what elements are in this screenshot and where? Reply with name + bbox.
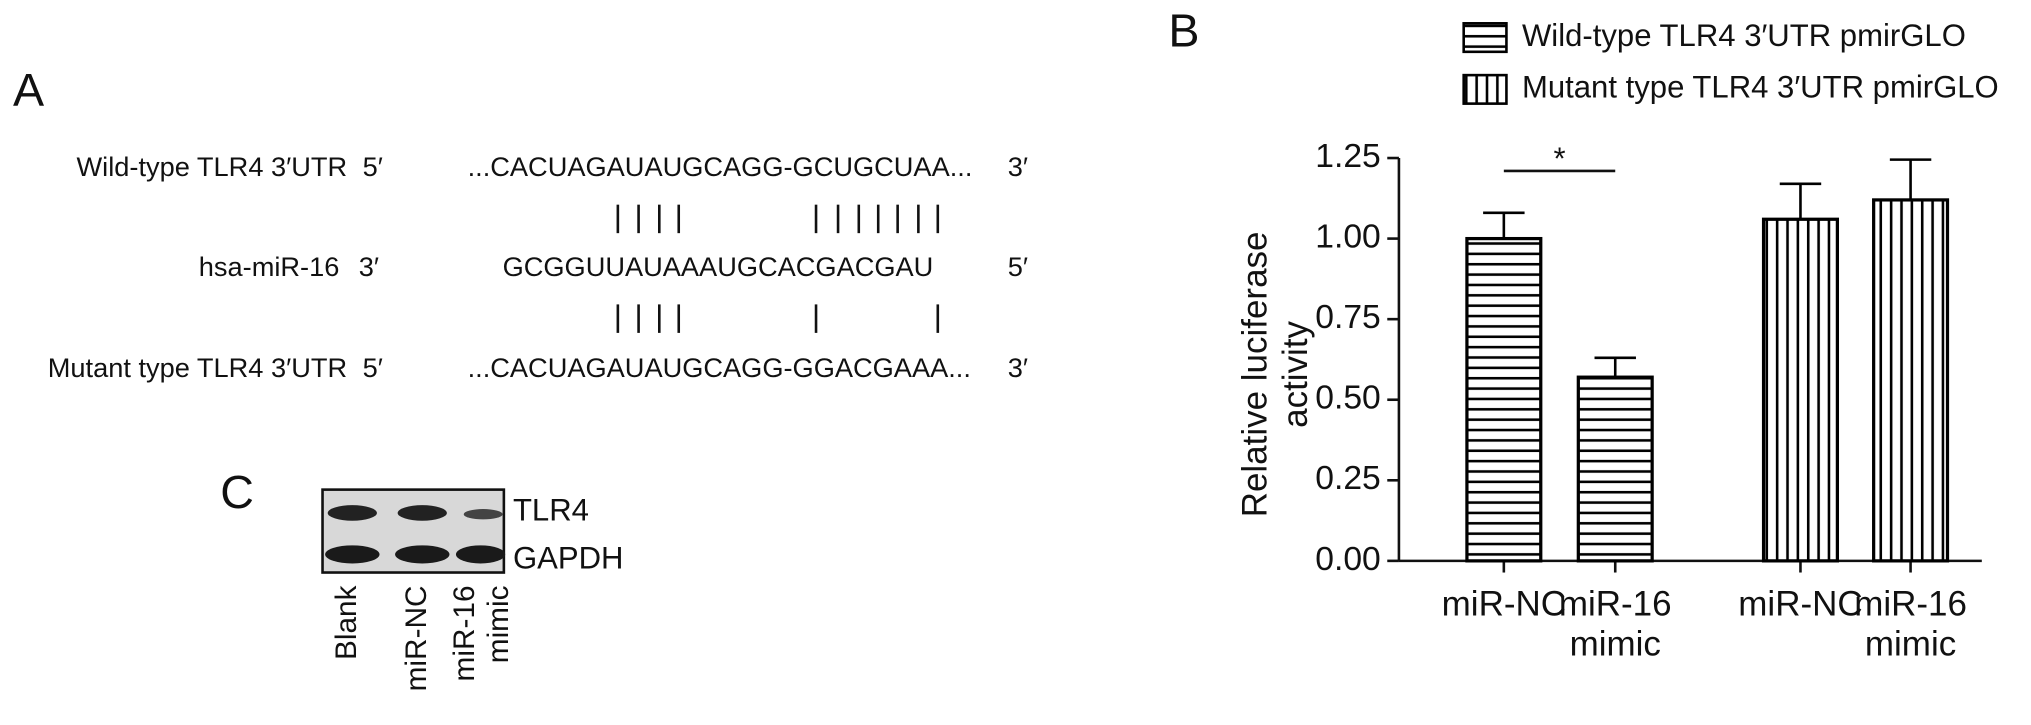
x-tick-label: miR-16 mimic [1854,584,1967,664]
bar-chart: 0.00 0.25 0.50 0.75 1.00 1.25 Wild-type TLR4 3… [1315,18,1998,578]
y-axis-label: Relative luciferase activity [1235,231,1315,518]
y-tick-label: 1.25 [1315,138,1381,175]
y-tick-label: 0.00 [1315,541,1381,578]
y-tick-label: 1.00 [1315,218,1381,255]
strand-end: 3′ [358,252,380,283]
bar [1872,198,1950,563]
bar [1465,236,1543,563]
strand-end: 3′ [1007,353,1028,384]
strand-end: 5′ [362,152,383,183]
significance-label: * [1553,141,1565,176]
pairing-marks [616,204,940,333]
panel-label: A [12,63,45,117]
strand-end: 5′ [362,353,383,384]
bar [1761,217,1840,563]
panel-label: C [220,465,254,519]
y-tick-label: 0.25 [1315,460,1381,497]
lane-label: miR-16 mimic [446,585,515,682]
sequence: ...CACUAGAUAUGCAGG-GCUGCUAA... [467,152,973,183]
legend-label: Mutant type TLR4 3′UTR pmirGLO [1522,70,1999,105]
sequence: GCGGUUAUAAAUGCACGACGAU [502,252,934,283]
strand-end: 5′ [1007,252,1028,283]
panel-label: B [1168,3,1200,57]
lane-label: miR-NC [398,585,433,692]
sequence-label: Wild-type TLR4 3′UTR [76,152,348,183]
strand-end: 3′ [1007,152,1028,183]
x-tick-label: miR-NC [1441,584,1566,624]
sequence: ...CACUAGAUAUGCAGG-GGACGAAA... [467,353,971,384]
y-tick-label: 0.50 [1315,380,1381,417]
legend-label: Wild-type TLR4 3′UTR pmirGLO [1522,18,1966,53]
x-tick-label: miR-16 mimic [1558,584,1672,664]
band-label: GAPDH [512,541,624,577]
band-label: TLR4 [512,493,589,529]
western-blot [321,488,506,574]
y-tick-label: 0.75 [1315,299,1381,336]
lane-label: Blank [329,585,363,661]
legend-swatch [1462,22,1508,54]
bar [1576,375,1654,563]
x-tick-label: miR-NC [1738,584,1863,624]
legend-swatch [1462,73,1508,105]
sequence-label: Mutant type TLR4 3′UTR [47,353,348,384]
sequence-label: hsa-miR-16 [198,252,340,283]
